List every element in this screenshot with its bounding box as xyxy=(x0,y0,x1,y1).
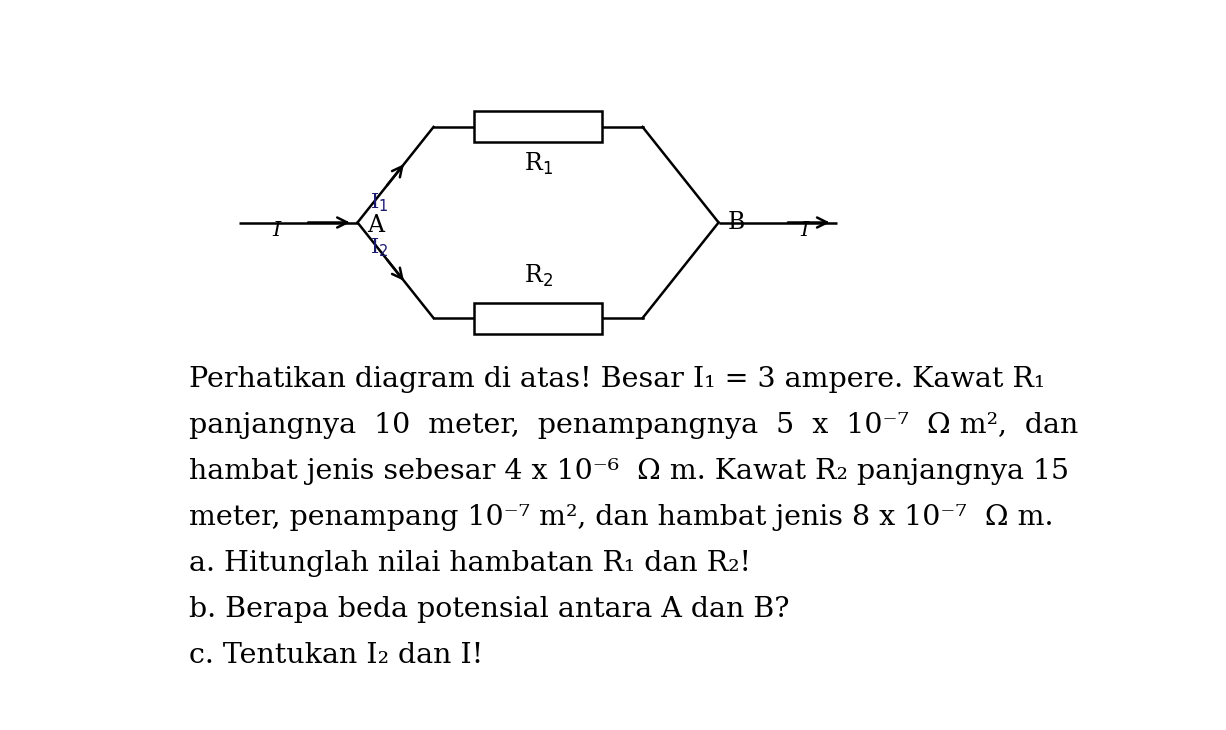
Text: a. Hitunglah nilai hambatan R₁ dan R₂!: a. Hitunglah nilai hambatan R₁ dan R₂! xyxy=(189,550,752,577)
Text: Perhatikan diagram di atas! Besar I₁ = 3 ampere. Kawat R₁: Perhatikan diagram di atas! Besar I₁ = 3… xyxy=(189,366,1046,393)
Text: R$_2$: R$_2$ xyxy=(524,263,553,289)
Bar xyxy=(474,112,602,142)
Text: I: I xyxy=(801,221,808,240)
Text: hambat jenis sebesar 4 x 10⁻⁶  Ω m. Kawat R₂ panjangnya 15: hambat jenis sebesar 4 x 10⁻⁶ Ω m. Kawat… xyxy=(189,458,1069,485)
Text: meter, penampang 10⁻⁷ m², dan hambat jenis 8 x 10⁻⁷  Ω m.: meter, penampang 10⁻⁷ m², dan hambat jen… xyxy=(189,504,1054,531)
Text: B: B xyxy=(728,211,745,234)
Text: I$_1$: I$_1$ xyxy=(370,191,389,214)
Text: panjangnya  10  meter,  penampangnya  5  x  10⁻⁷  Ω m²,  dan: panjangnya 10 meter, penampangnya 5 x 10… xyxy=(189,412,1079,439)
Text: R$_1$: R$_1$ xyxy=(524,150,553,177)
Text: I$_2$: I$_2$ xyxy=(370,237,389,259)
Text: b. Berapa beda potensial antara A dan B?: b. Berapa beda potensial antara A dan B? xyxy=(189,596,790,623)
Text: A: A xyxy=(367,214,384,237)
Text: c. Tentukan I₂ dan I!: c. Tentukan I₂ dan I! xyxy=(189,642,483,669)
Text: I: I xyxy=(272,221,281,240)
Bar xyxy=(474,303,602,334)
